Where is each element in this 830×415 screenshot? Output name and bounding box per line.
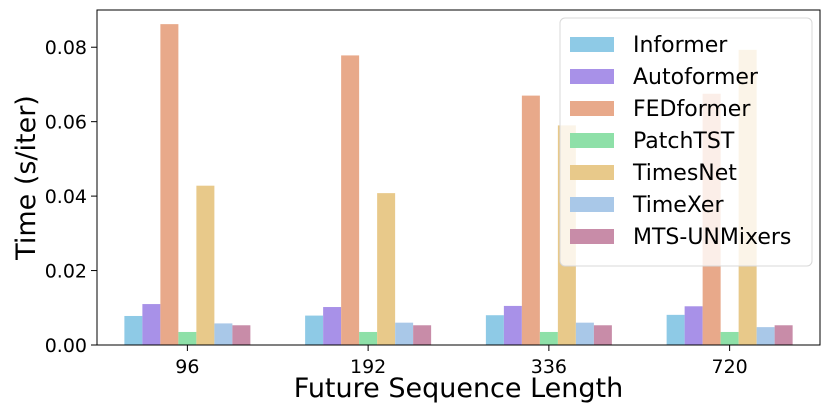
bar-fedformer-96 xyxy=(160,24,179,345)
x-axis-label: Future Sequence Length xyxy=(294,373,623,404)
legend-swatch-autoformer xyxy=(570,69,614,84)
y-tick-label: 0.08 xyxy=(45,37,87,59)
bar-fedformer-336 xyxy=(521,95,540,345)
legend-label-timexer: TimeXer xyxy=(632,193,724,218)
bar-autoformer-720 xyxy=(684,306,703,345)
bar-mts-unmixers-336 xyxy=(593,325,612,345)
y-tick-label: 0.02 xyxy=(45,261,87,283)
bar-patchtst-720 xyxy=(720,331,739,345)
legend-swatch-timexer xyxy=(570,197,614,212)
y-axis-ticks: 0.00 0.02 0.04 0.06 0.08 xyxy=(45,37,97,357)
bar-patchtst-192 xyxy=(359,331,378,345)
bar-patchtst-96 xyxy=(178,331,197,345)
bar-timexer-720 xyxy=(756,327,775,345)
x-tick-label: 96 xyxy=(175,356,199,378)
bar-timexer-192 xyxy=(395,322,414,345)
x-tick-label: 720 xyxy=(711,356,747,378)
bar-mts-unmixers-720 xyxy=(774,325,793,345)
legend-swatch-fedformer xyxy=(570,101,614,116)
legend: Informer Autoformer FEDformer PatchTST Times… xyxy=(559,17,813,267)
bar-informer-192 xyxy=(305,315,324,345)
bar-informer-96 xyxy=(124,315,143,345)
bar-informer-336 xyxy=(485,315,504,345)
bar-autoformer-336 xyxy=(503,305,522,345)
plot-area-frame xyxy=(96,9,821,346)
x-tick-label: 192 xyxy=(350,356,386,378)
legend-label-timesnet: TimesNet xyxy=(632,161,737,186)
y-tick-label: 0.00 xyxy=(45,335,87,357)
legend-swatch-mts-unmixers xyxy=(570,229,614,244)
legend-label-patchtst: PatchTST xyxy=(633,129,735,154)
y-tick-label: 0.06 xyxy=(45,112,87,134)
legend-label-autoformer: Autoformer xyxy=(633,65,759,90)
legend-label-informer: Informer xyxy=(633,33,728,58)
bar-mts-unmixers-96 xyxy=(232,325,251,345)
legend-swatch-timesnet xyxy=(570,165,614,180)
x-tick-label: 336 xyxy=(531,356,567,378)
bar-timexer-336 xyxy=(575,322,594,345)
bar-mts-unmixers-192 xyxy=(413,325,432,345)
bar-timexer-96 xyxy=(214,323,233,345)
legend-label-mts-unmixers: MTS-UNMixers xyxy=(633,225,791,250)
bar-timesnet-192 xyxy=(377,193,396,345)
y-axis-label: Time (s/iter) xyxy=(11,95,42,261)
bar-timesnet-96 xyxy=(196,185,215,345)
legend-swatch-patchtst xyxy=(570,133,614,148)
bar-patchtst-336 xyxy=(539,331,558,345)
legend-swatch-informer xyxy=(570,37,614,52)
bar-autoformer-192 xyxy=(323,307,342,345)
x-axis-ticks: 96 192 336 720 xyxy=(175,345,748,378)
legend-box xyxy=(559,17,813,267)
bar-informer-720 xyxy=(666,314,685,345)
legend-label-fedformer: FEDformer xyxy=(633,97,751,122)
y-tick-label: 0.04 xyxy=(45,186,87,208)
bar-autoformer-96 xyxy=(142,304,161,345)
bar-fedformer-192 xyxy=(341,55,360,345)
